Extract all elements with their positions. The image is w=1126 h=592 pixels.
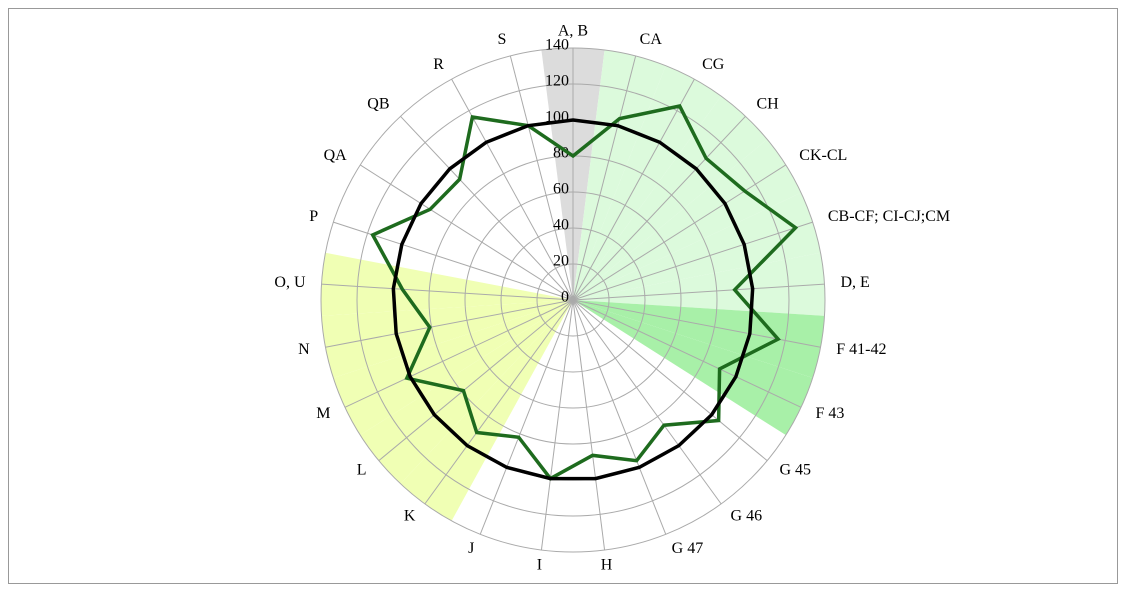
spoke xyxy=(572,115,746,301)
spoke xyxy=(572,299,768,462)
category-label: QB xyxy=(367,95,389,112)
series-line xyxy=(370,103,799,481)
spoke xyxy=(540,299,574,551)
spoke xyxy=(359,164,574,301)
spoke xyxy=(572,299,606,551)
category-label: P xyxy=(309,208,318,225)
sector xyxy=(573,139,802,300)
category-label: M xyxy=(316,405,330,422)
spoke xyxy=(509,55,574,301)
spoke xyxy=(572,299,667,535)
spoke xyxy=(325,299,574,348)
sector xyxy=(321,252,573,316)
category-label: G 46 xyxy=(731,507,763,524)
category-label: G 45 xyxy=(779,462,811,479)
category-label: F 43 xyxy=(815,405,844,422)
spoke xyxy=(572,164,787,301)
spoke xyxy=(572,283,825,301)
category-label: O, U xyxy=(274,274,306,291)
category-label: I xyxy=(537,557,542,574)
category-label: R xyxy=(433,56,444,73)
sector xyxy=(573,300,813,436)
category-label: CH xyxy=(756,95,779,112)
category-label: QA xyxy=(324,147,348,164)
category-label: K xyxy=(404,507,416,524)
category-label: H xyxy=(601,557,613,574)
category-label: CK-CL xyxy=(799,147,847,164)
sector xyxy=(573,65,722,301)
category-label: J xyxy=(468,540,474,557)
spoke xyxy=(479,299,574,535)
sector xyxy=(400,300,573,521)
sector xyxy=(333,300,573,436)
category-label: N xyxy=(298,341,310,358)
spoke xyxy=(572,299,722,505)
r-tick-label: 0 xyxy=(561,289,569,306)
spoke xyxy=(572,299,802,408)
spoke xyxy=(400,115,574,301)
spoke xyxy=(424,299,574,505)
r-tick-label: 120 xyxy=(545,73,569,90)
category-label: CG xyxy=(702,56,725,73)
sector xyxy=(573,192,821,300)
category-label: L xyxy=(357,462,367,479)
spoke xyxy=(378,299,574,462)
r-tick-label: 140 xyxy=(545,37,569,54)
category-label: A, B xyxy=(558,23,588,40)
spoke xyxy=(344,299,574,408)
spoke xyxy=(572,55,637,301)
series-line xyxy=(391,118,755,481)
category-label: S xyxy=(497,31,506,48)
sector xyxy=(360,300,573,484)
r-tick-label: 60 xyxy=(553,181,569,198)
r-tick-label: 40 xyxy=(553,217,569,234)
r-tick-label: 20 xyxy=(553,253,569,270)
spoke xyxy=(572,78,695,301)
category-label: F 41-42 xyxy=(836,341,886,358)
category-label: G 47 xyxy=(672,540,704,557)
spoke xyxy=(321,283,574,301)
sector xyxy=(573,252,826,316)
category-label: CB-CF; CI-CJ;CM xyxy=(828,208,950,225)
category-label: D, E xyxy=(840,274,869,291)
sector xyxy=(321,300,573,378)
category-label: CA xyxy=(640,31,663,48)
spoke xyxy=(572,221,813,301)
